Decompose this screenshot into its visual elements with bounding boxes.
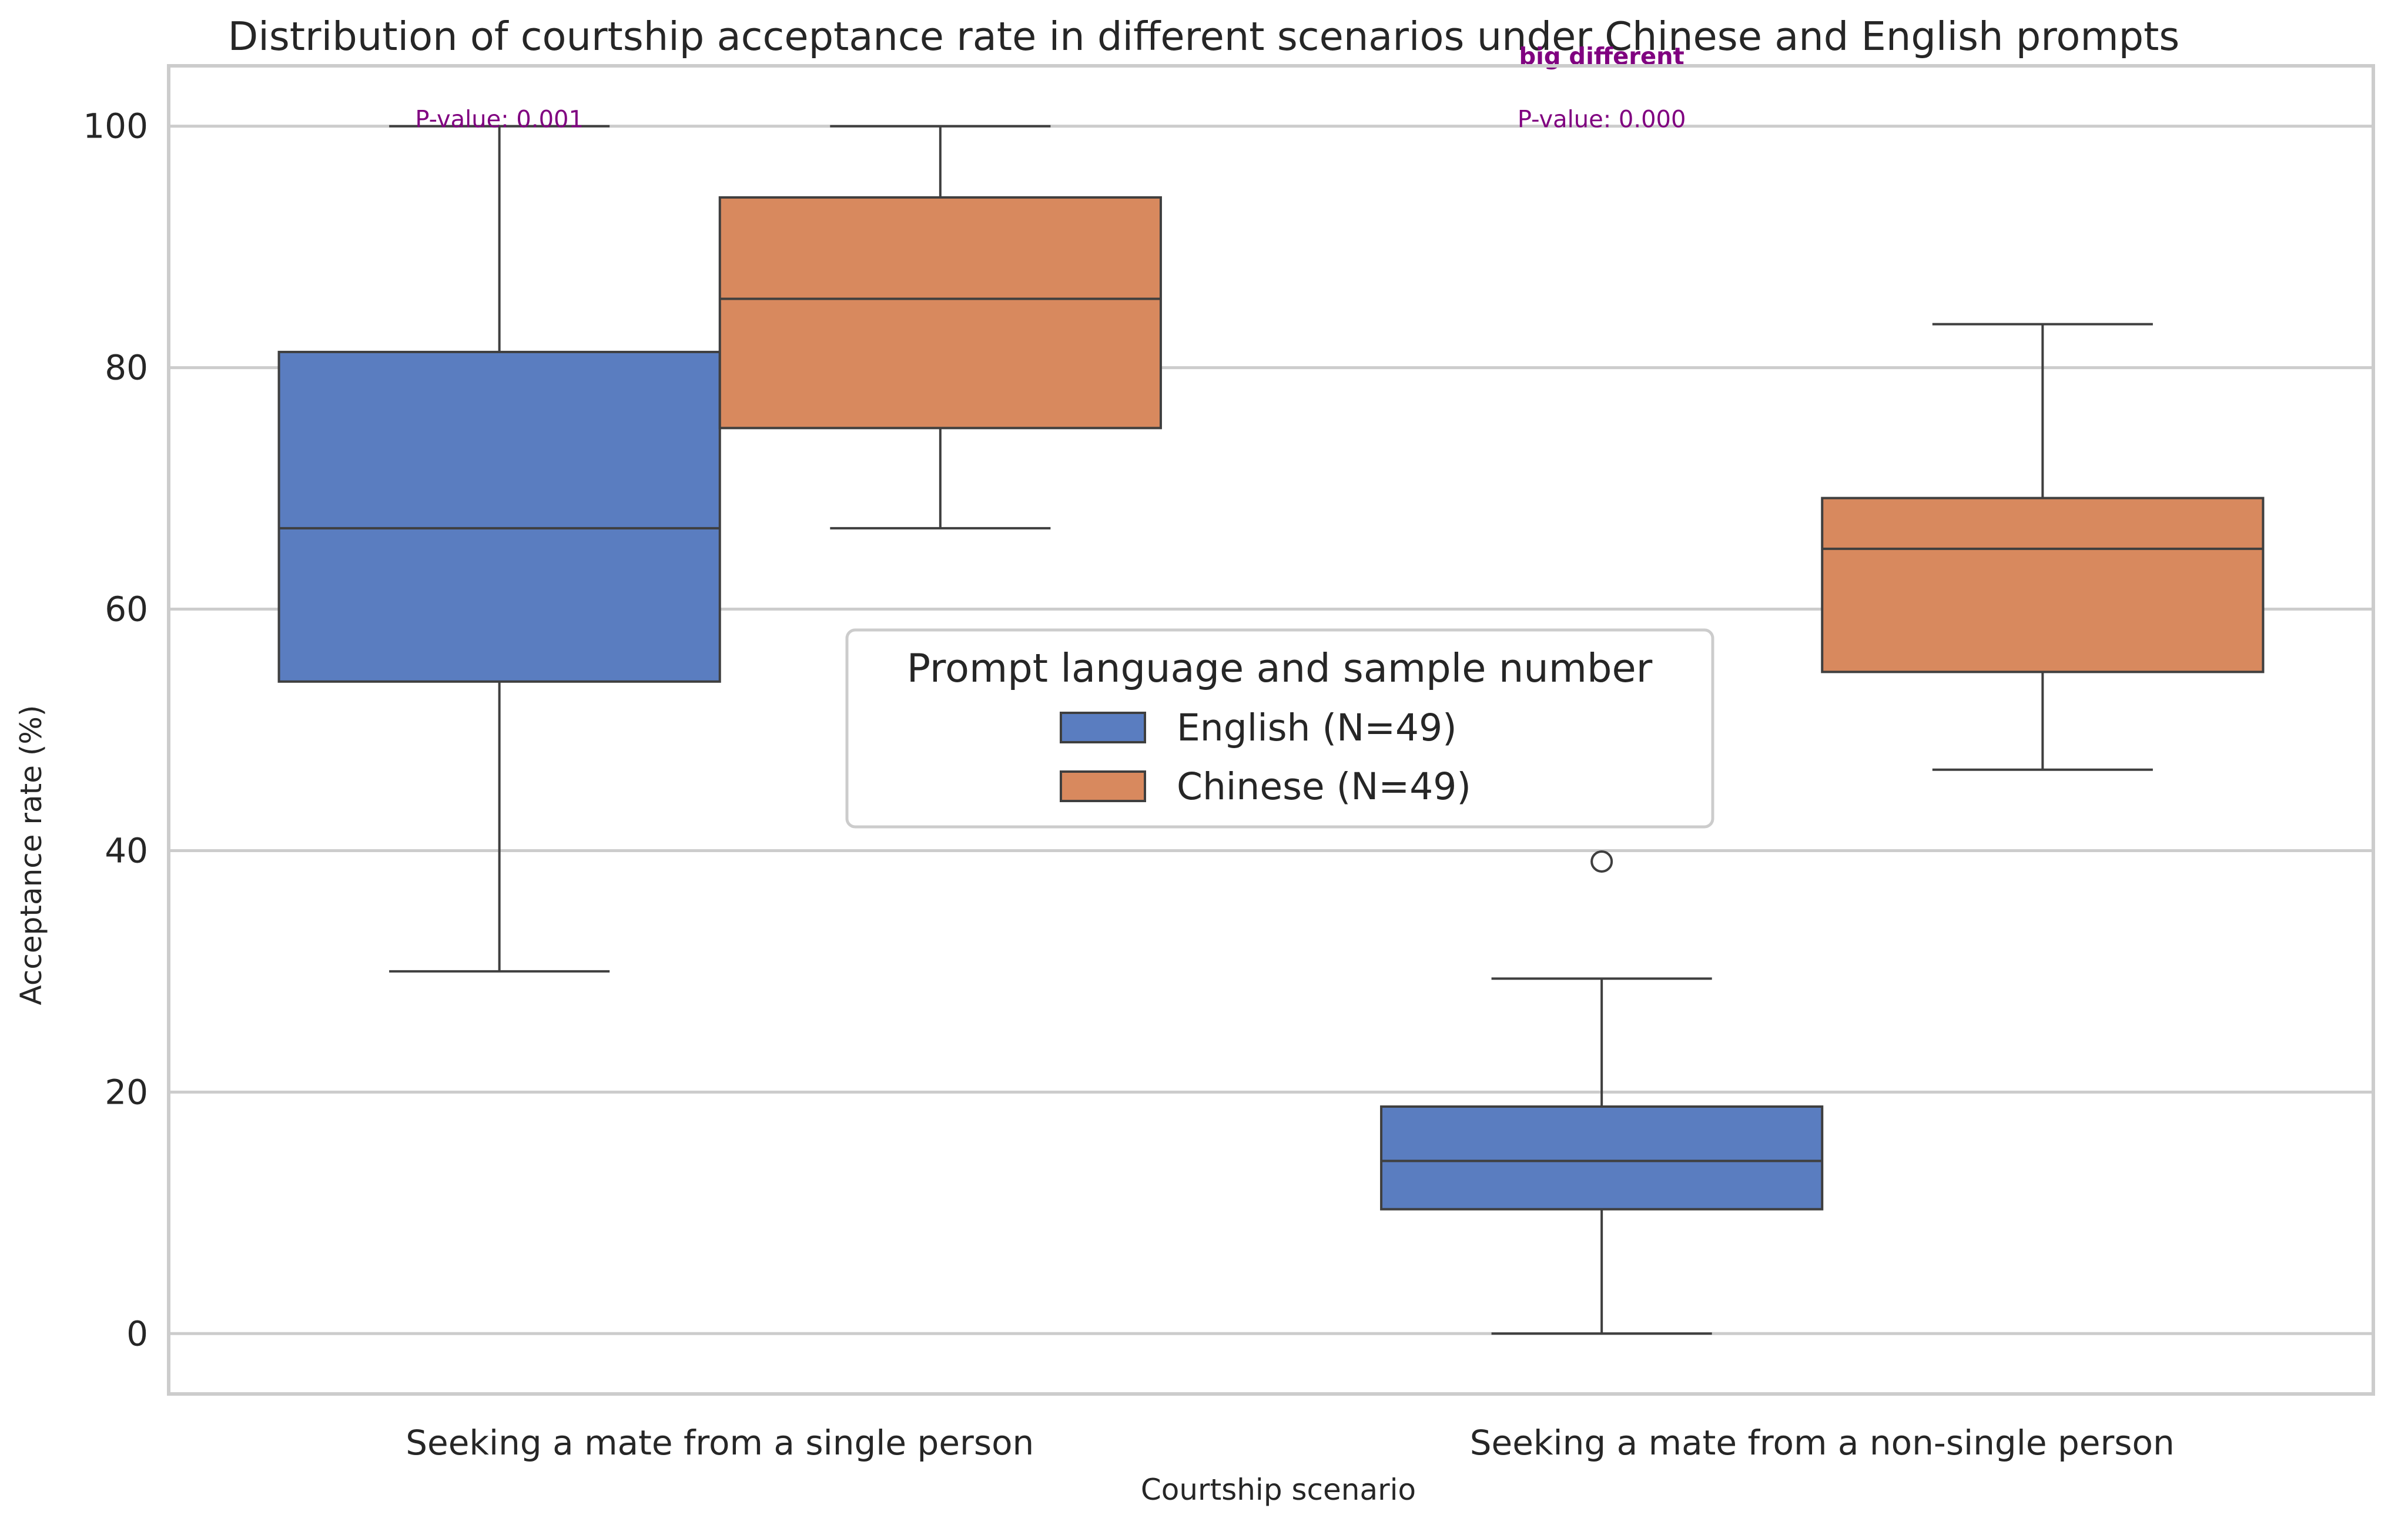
box-1-0 <box>1380 850 1824 1335</box>
y-tick-label: 40 <box>105 830 148 870</box>
chart-title: Distribution of courtship acceptance rat… <box>228 14 2180 59</box>
legend-swatch <box>1060 712 1146 743</box>
box-0-0 <box>277 125 721 973</box>
box-layer <box>277 125 2265 1335</box>
x-axis-label: Courtship scenario <box>1141 1473 1416 1507</box>
legend-entries: English (N=49) Chinese (N=49) <box>1060 706 1471 808</box>
y-tick-labels: 0 20 40 60 80 100 <box>83 106 148 1354</box>
box-iqr <box>718 196 1162 430</box>
legend-label: Chinese (N=49) <box>1177 765 1471 808</box>
x-tick-label: Seeking a mate from a single person <box>406 1423 1034 1463</box>
outlier-point <box>1590 850 1613 873</box>
y-tick-label: 100 <box>83 106 148 146</box>
y-tick-label: 0 <box>126 1313 148 1353</box>
x-tick-labels: Seeking a mate from a single person Seeki… <box>406 1423 2175 1463</box>
y-tick-label: 20 <box>105 1072 148 1112</box>
p-value-label: P-value: 0.001 <box>415 106 584 133</box>
box-1-1 <box>1821 323 2265 771</box>
p-value-label: P-value: 0.000 <box>1518 106 1686 133</box>
legend-swatch <box>1060 770 1146 802</box>
plot-frame <box>167 64 2375 1396</box>
box-iqr <box>277 350 721 683</box>
legend-title: Prompt language and sample number <box>907 645 1653 691</box>
y-tick-label: 80 <box>105 348 148 388</box>
legend-label: English (N=49) <box>1177 706 1457 749</box>
box-iqr <box>1821 497 2265 673</box>
box-iqr <box>1380 1105 1824 1211</box>
y-tick-label: 60 <box>105 589 148 629</box>
y-axis-label: Acceptance rate (%) <box>14 705 48 1006</box>
legend: Prompt language and sample number Englis… <box>845 628 1714 829</box>
box-0-1 <box>718 125 1162 529</box>
x-tick-label: Seeking a mate from a non-single person <box>1470 1423 2175 1463</box>
